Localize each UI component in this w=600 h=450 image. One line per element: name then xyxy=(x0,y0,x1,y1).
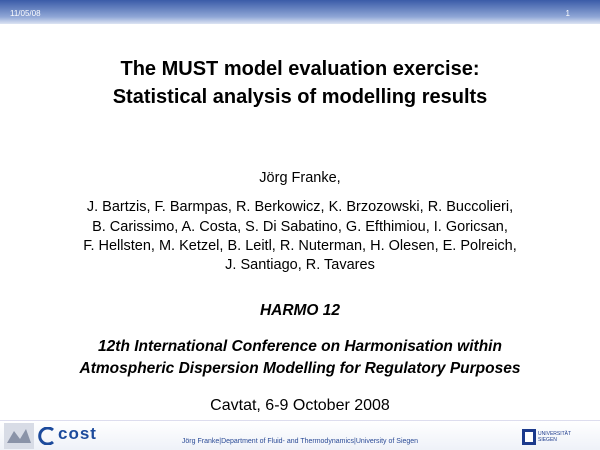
event: HARMO 12 xyxy=(259,302,341,319)
conference-line: 12th International Conference on Harmoni… xyxy=(98,338,502,355)
title-line: The MUST model evaluation exercise: xyxy=(120,58,480,80)
page-number: 1 xyxy=(565,9,570,18)
conference-line: Atmospheric Dispersion Modelling for Reg… xyxy=(79,360,521,377)
university-logo: UNIVERSITÄT SIEGEN xyxy=(538,431,571,443)
title-line: Statistical analysis of modelling result… xyxy=(112,86,488,108)
date: 11/05/08 xyxy=(10,9,41,18)
cost-logo-mark xyxy=(38,427,54,445)
venue: Cavtat, 6-9 October 2008 xyxy=(210,397,390,414)
author-line: F. Hellsten, M. Ketzel, B. Leitl, R. Nut… xyxy=(83,238,517,254)
author-line: B. Carissimo, A. Costa, S. Di Sabatino, … xyxy=(92,219,508,235)
footer: cost Jörg Franke|Department of Fluid- an… xyxy=(0,420,600,450)
author-line: J. Bartzis, F. Barmpas, R. Berkowicz, K.… xyxy=(86,199,514,215)
footer-text: Jörg Franke|Department of Fluid- and The… xyxy=(181,438,419,445)
cost-logo: cost xyxy=(58,424,97,443)
university-logo-mark xyxy=(522,429,536,445)
footer-icon xyxy=(4,423,34,449)
top-bar: 11/05/08 1 xyxy=(0,0,600,24)
presenter: Jörg Franke, xyxy=(259,170,341,186)
author-line: J. Santiago, R. Tavares xyxy=(225,257,375,273)
